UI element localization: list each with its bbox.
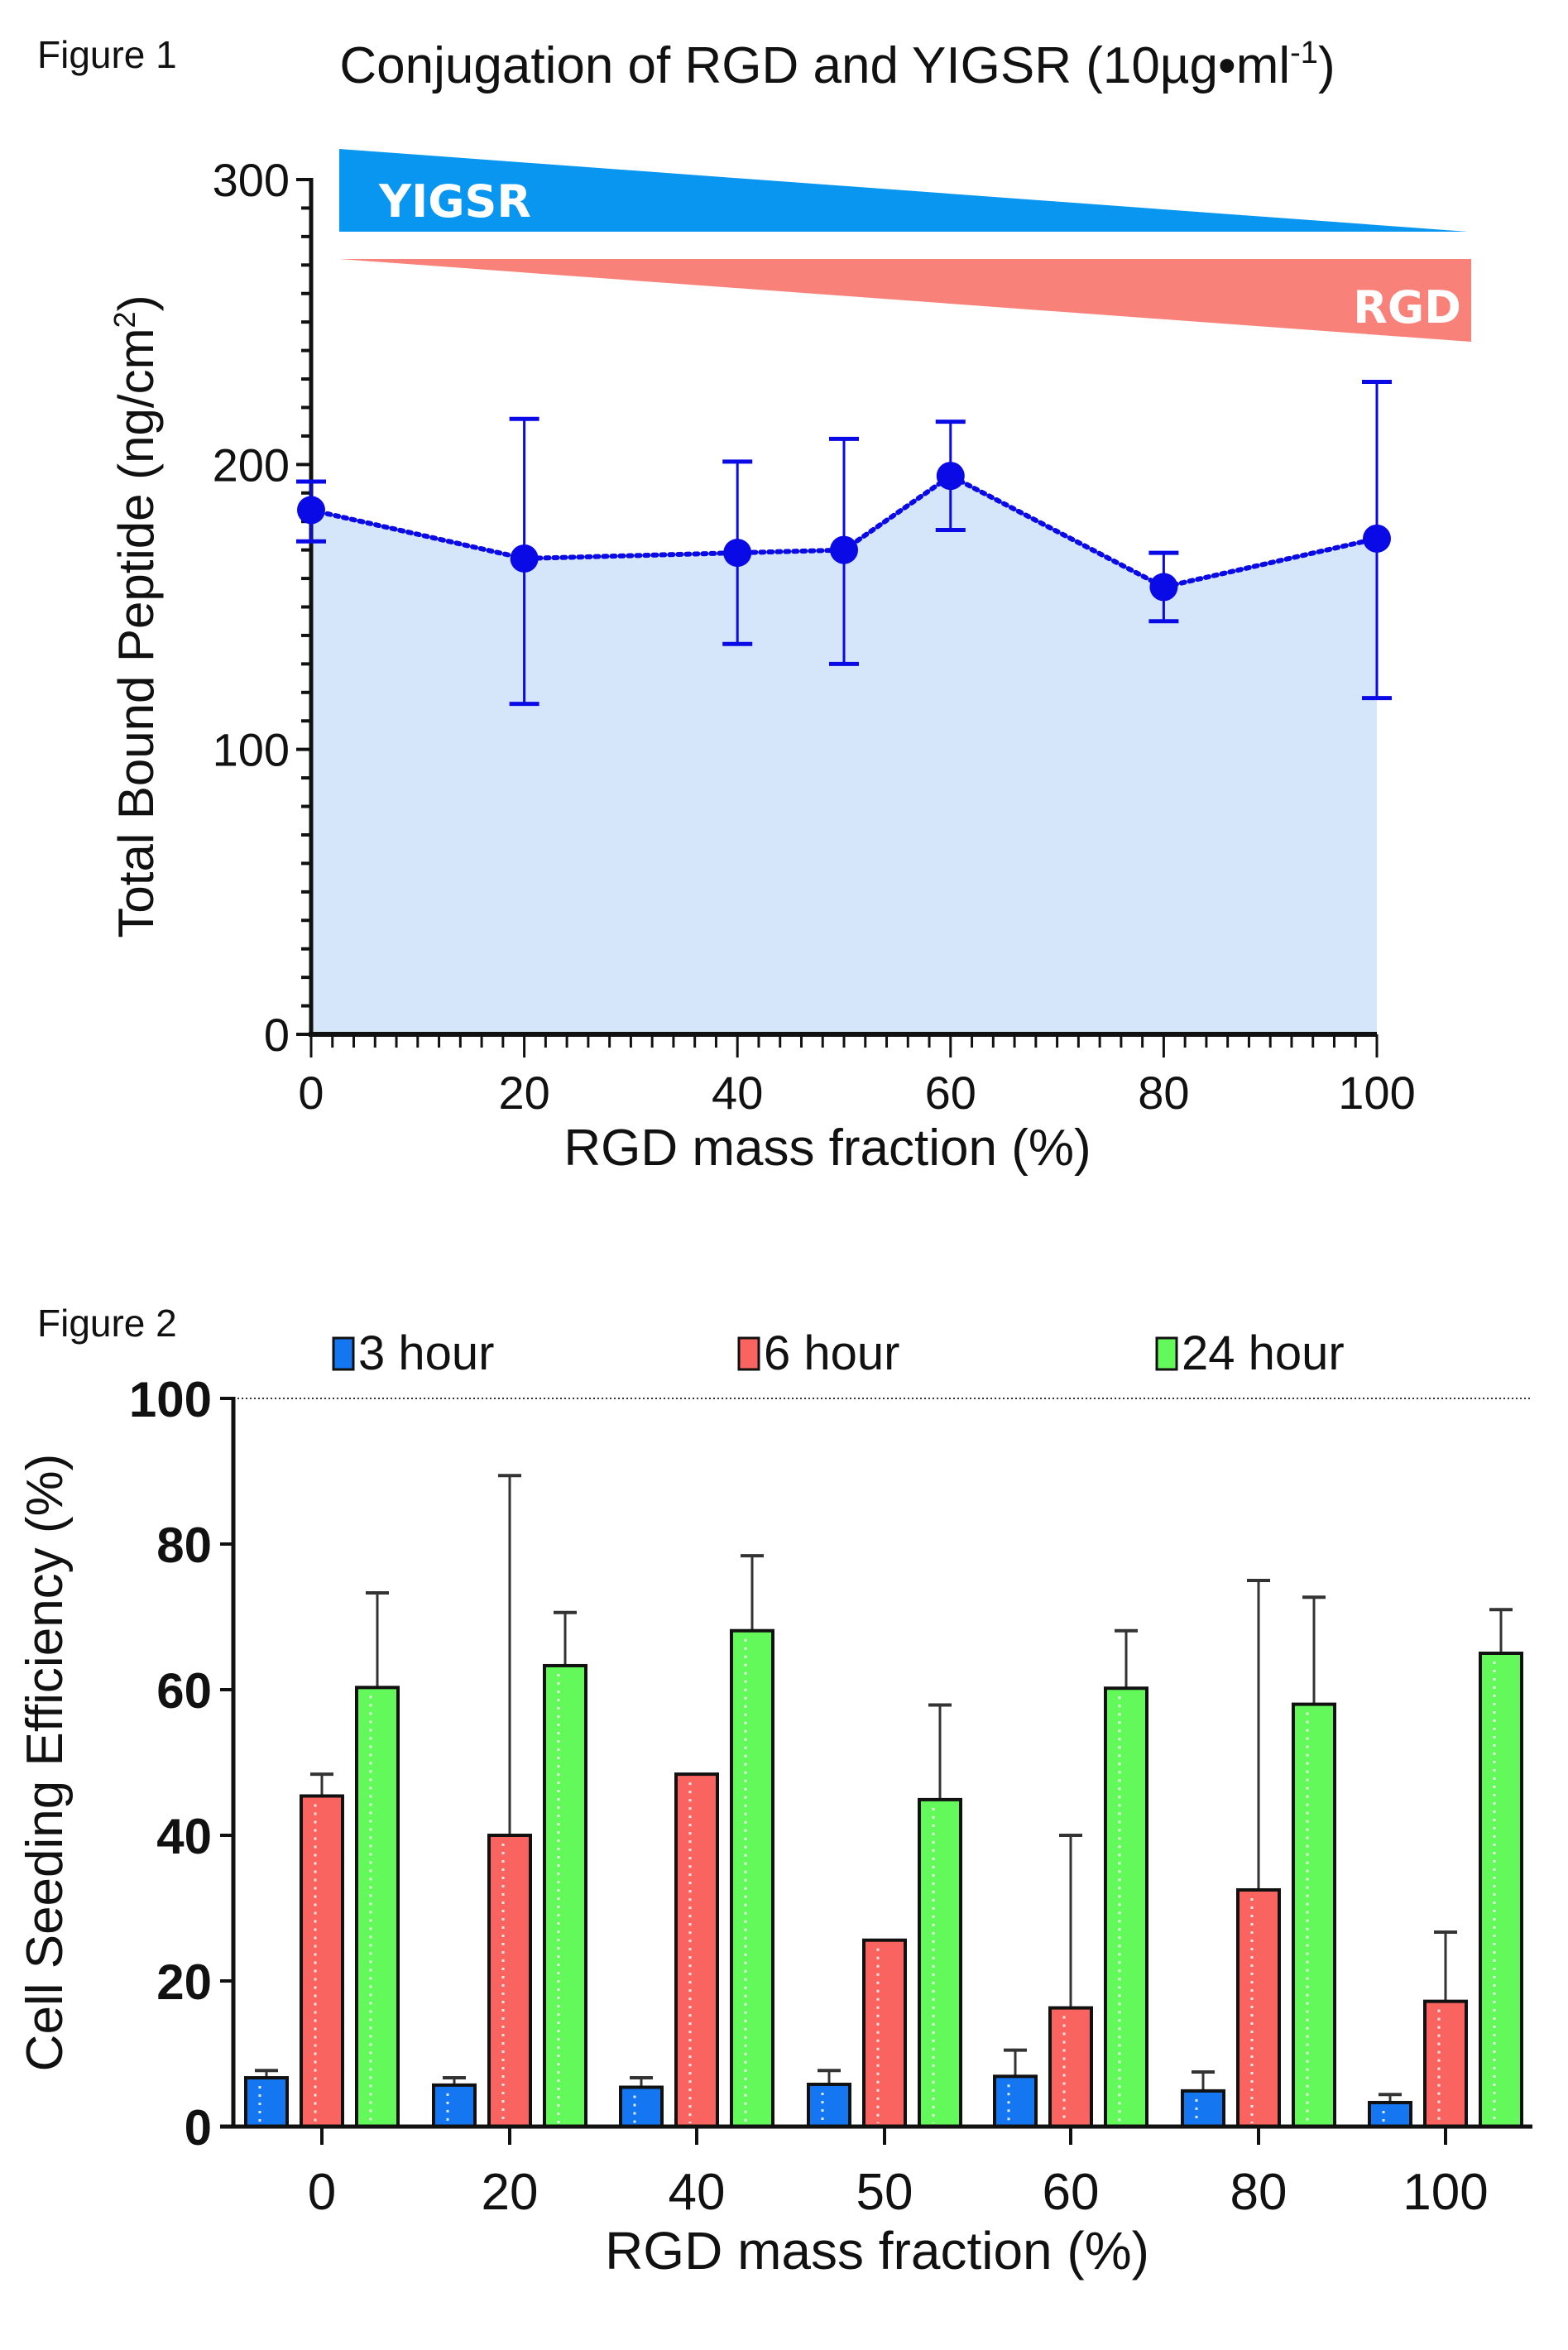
chart-1-xlabel: RGD mass fraction (%) xyxy=(563,1120,1091,1177)
x-tick-label: 0 xyxy=(298,1067,324,1119)
data-point xyxy=(1363,524,1391,553)
bar xyxy=(432,2083,477,2129)
y-tick-label: 20 xyxy=(156,1954,212,2010)
bar xyxy=(918,1797,962,2128)
chart-2-xlabel: RGD mass fraction (%) xyxy=(605,2221,1149,2280)
y-tick-label: 0 xyxy=(264,1009,290,1061)
bar xyxy=(1048,2006,1093,2129)
data-point xyxy=(936,462,965,491)
y-tick-label: 0 xyxy=(185,2100,212,2156)
bar xyxy=(674,1772,719,2129)
x-tick-label: 80 xyxy=(1230,2164,1287,2221)
data-point xyxy=(297,496,325,525)
area-fill xyxy=(311,476,1377,1034)
chart-1-plot-area: 0 100 200 300 0 20 40 60 80 100 xyxy=(213,154,1416,1119)
bar xyxy=(244,2076,289,2129)
y-tick-label: 200 xyxy=(213,439,290,491)
x-tick-label: 0 xyxy=(308,2164,336,2221)
rgd-gradient-label: RGD xyxy=(1353,281,1461,333)
bar xyxy=(543,1663,587,2128)
peptide-gradient-annotations: YIGSR RGD xyxy=(339,149,1471,342)
x-tick-label: 60 xyxy=(925,1067,976,1119)
figure-2-label: Figure 2 xyxy=(37,1302,177,1345)
x-tick-label: 60 xyxy=(1043,2164,1100,2221)
figure-1-label: Figure 1 xyxy=(37,33,177,76)
chart-1-title-superscript: -1 xyxy=(1290,36,1318,70)
data-point xyxy=(830,535,858,564)
bar xyxy=(1292,1702,1336,2129)
x-tick-label: 20 xyxy=(498,1067,549,1119)
chart-2-plot-area: 0 20 40 60 80 100 0 20 40 50 60 80 100 xyxy=(129,1372,1532,2221)
bar xyxy=(1104,1686,1148,2128)
rgd-gradient-wedge xyxy=(339,259,1471,342)
y-tick-label: 80 xyxy=(156,1518,212,1573)
bar xyxy=(355,1686,400,2128)
x-tick-label: 40 xyxy=(669,2164,726,2221)
chart-1-title-main: Conjugation of RGD and YIGSR (10µg•ml xyxy=(339,37,1290,94)
x-tick-label: 20 xyxy=(482,2164,539,2221)
bar xyxy=(993,2074,1038,2129)
bar xyxy=(1181,2089,1225,2128)
legend-label: 3 hour xyxy=(358,1326,494,1380)
legend-label: 24 hour xyxy=(1182,1326,1345,1380)
bar xyxy=(1236,1888,1281,2128)
bar xyxy=(1368,2100,1412,2128)
chart-1-title-end: ) xyxy=(1318,37,1335,94)
data-point xyxy=(1149,573,1178,602)
x-tick-label: 50 xyxy=(856,2164,913,2221)
data-point xyxy=(723,539,752,568)
chart-1-ylabel-main: Total Bound Peptide (ng/cm xyxy=(108,328,164,938)
data-point xyxy=(510,544,539,573)
x-tick-label: 80 xyxy=(1138,1067,1189,1119)
y-tick-label: 100 xyxy=(129,1372,212,1427)
bar xyxy=(300,1794,344,2128)
y-tick-label: 60 xyxy=(156,1663,212,1719)
chart-2-legend: 3 hour 6 hour 24 hour xyxy=(332,1326,1345,1380)
yigsr-gradient-label: YIGSR xyxy=(378,175,531,228)
legend-swatch xyxy=(332,1336,355,1371)
bar xyxy=(730,1628,774,2128)
legend-swatch xyxy=(737,1336,760,1371)
x-tick-label: 100 xyxy=(1338,1067,1415,1119)
legend-label: 6 hour xyxy=(764,1326,899,1380)
bar xyxy=(1479,1652,1523,2128)
y-tick-label: 300 xyxy=(213,154,290,206)
x-tick-label: 100 xyxy=(1403,2164,1488,2221)
chart-1-title: Conjugation of RGD and YIGSR (10µg•ml-1) xyxy=(339,36,1335,94)
bar xyxy=(487,1834,532,2128)
y-tick-label: 40 xyxy=(156,1809,212,1864)
bar xyxy=(1423,1999,1468,2128)
chart-1-ylabel-end: ) xyxy=(108,295,164,311)
x-tick-label: 40 xyxy=(712,1067,763,1119)
y-tick-label: 100 xyxy=(213,724,290,776)
bar xyxy=(807,2082,851,2128)
yigsr-gradient-wedge xyxy=(339,149,1468,232)
chart-1-ylabel-superscript: 2 xyxy=(108,311,141,328)
chart-2-ylabel: Cell Seeding Efficiency (%) xyxy=(17,1454,74,2072)
bar xyxy=(862,1938,907,2128)
bar xyxy=(619,2085,664,2128)
legend-swatch xyxy=(1155,1336,1178,1371)
chart-1-ylabel: Total Bound Peptide (ng/cm2) xyxy=(108,295,164,938)
